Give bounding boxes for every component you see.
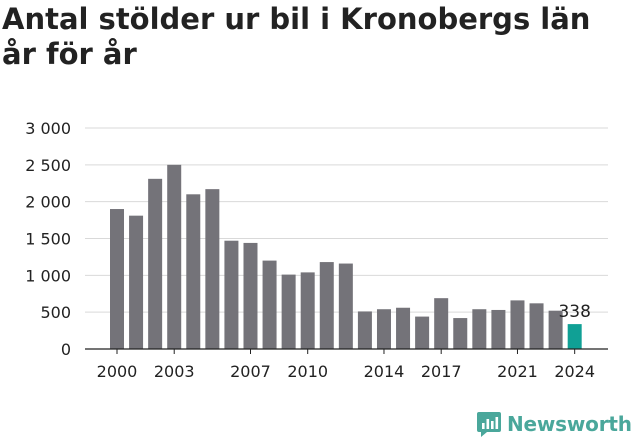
bar xyxy=(357,311,372,349)
x-tick-label: 2014 xyxy=(364,362,405,381)
x-tick-label: 2024 xyxy=(554,362,595,381)
bar xyxy=(281,274,296,349)
bar xyxy=(186,194,201,349)
data-label: 338 xyxy=(558,302,590,322)
x-tick-label: 2000 xyxy=(97,362,138,381)
bar xyxy=(148,178,163,349)
data-labels: 338 xyxy=(558,302,590,322)
bar xyxy=(319,262,334,349)
y-tick-label: 2 000 xyxy=(25,193,71,212)
x-axis: 2000 2003 2007 2010 2014 2017 2021 2024 xyxy=(85,348,608,381)
x-tick-label: 2021 xyxy=(497,362,538,381)
y-tick-label: 1 500 xyxy=(25,230,71,249)
bars xyxy=(110,164,582,349)
y-tick-label: 500 xyxy=(40,303,71,322)
bar xyxy=(243,242,258,349)
bar xyxy=(415,316,430,349)
bar xyxy=(129,215,144,349)
bar xyxy=(434,298,449,349)
brand-name: Newsworthy xyxy=(507,412,631,436)
bar xyxy=(396,307,411,349)
y-tick-label: 3 000 xyxy=(25,119,71,138)
bar xyxy=(472,309,487,349)
newsworthy-icon xyxy=(477,412,501,437)
x-tick-label: 2003 xyxy=(154,362,195,381)
bar xyxy=(567,324,582,349)
bar xyxy=(510,300,525,349)
newsworthy-logo[interactable]: Newsworthy xyxy=(476,408,631,440)
bar xyxy=(491,309,506,349)
bar xyxy=(167,164,182,349)
bar xyxy=(224,240,239,349)
x-tick-label: 2007 xyxy=(230,362,271,381)
bar xyxy=(262,260,277,349)
bar xyxy=(205,189,220,349)
y-tick-label: 1 000 xyxy=(25,266,71,285)
chart-title: Antal stölder ur bil i Kronobergs län år… xyxy=(2,2,591,71)
bar xyxy=(338,263,353,349)
y-tick-label: 2 500 xyxy=(25,156,71,175)
bar xyxy=(376,309,391,349)
bar xyxy=(110,209,124,349)
y-axis-ticks: 0 500 1 000 1 500 2 000 2 500 3 000 xyxy=(25,119,71,359)
x-tick-label: 2017 xyxy=(421,362,462,381)
bar xyxy=(300,272,315,349)
bar xyxy=(529,303,544,349)
y-tick-label: 0 xyxy=(61,340,71,359)
bar xyxy=(548,310,563,349)
x-tick-label: 2010 xyxy=(287,362,328,381)
bar xyxy=(453,318,468,349)
